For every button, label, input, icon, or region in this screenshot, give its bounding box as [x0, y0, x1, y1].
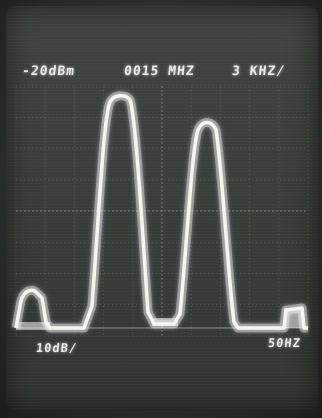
- resolution-bandwidth-readout: 50HZ: [267, 336, 302, 350]
- noise-floor-patch: [152, 318, 178, 326]
- trace-line: [14, 94, 308, 330]
- trace-glow: [11, 91, 309, 333]
- vertical-scale-readout: 10dB/: [35, 341, 78, 355]
- span-suffix: /: [275, 64, 286, 79]
- center-frequency-readout: 0015 MHZ: [123, 64, 195, 79]
- spectrum-trace: [11, 91, 309, 333]
- span-readout: 3 KHZ/: [231, 64, 286, 79]
- noise-floor-patch: [16, 322, 50, 330]
- span-value: 3 KHZ: [231, 64, 277, 79]
- noise-floor-patch: [284, 308, 304, 328]
- analyzer-screen: -20dBm 0015 MHZ 3 KHZ/ 10dB/ 50HZ: [6, 6, 318, 410]
- reference-level-readout: -20dBm: [21, 64, 76, 79]
- center-frequency-value: 0015 MHZ: [123, 64, 196, 79]
